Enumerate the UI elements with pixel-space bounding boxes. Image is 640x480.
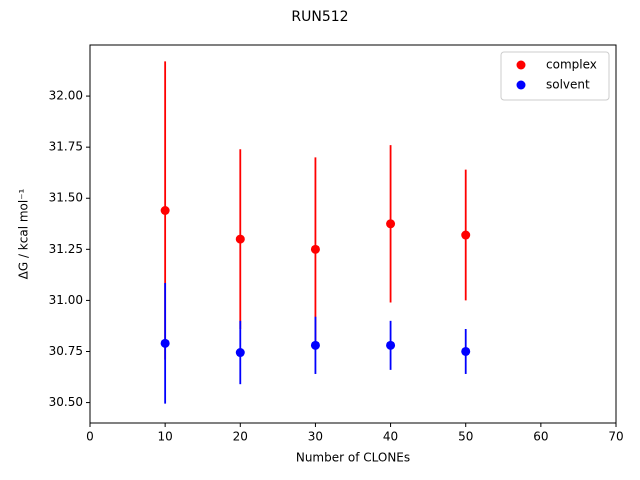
point xyxy=(310,340,320,350)
x-tick-label: 20 xyxy=(233,430,248,444)
y-tick-label: 30.50 xyxy=(49,395,83,409)
point xyxy=(461,346,471,356)
y-axis-label: ΔG / kcal mol⁻¹ xyxy=(17,188,31,279)
point xyxy=(235,348,245,358)
x-tick-label: 40 xyxy=(383,430,398,444)
point xyxy=(386,219,396,229)
x-tick-label: 60 xyxy=(533,430,548,444)
point xyxy=(235,234,245,244)
x-tick-label: 10 xyxy=(158,430,173,444)
y-tick-label: 30.75 xyxy=(49,344,83,358)
point xyxy=(160,206,170,216)
legend-box xyxy=(500,51,610,101)
chart-title: RUN512 xyxy=(291,9,348,25)
point xyxy=(310,244,320,254)
point xyxy=(461,230,471,240)
y-tick-label: 32.00 xyxy=(49,89,83,103)
point xyxy=(386,340,396,350)
plot-frame xyxy=(89,44,617,424)
legend-marker xyxy=(516,80,526,90)
y-tick-label: 31.50 xyxy=(49,191,83,205)
x-tick-label: 30 xyxy=(308,430,323,444)
y-tick-label: 31.25 xyxy=(49,242,83,256)
x-tick-label: 70 xyxy=(608,430,623,444)
x-axis-label: Number of CLONEs xyxy=(296,451,410,465)
legend-label: solvent xyxy=(546,78,590,92)
x-tick-label: 0 xyxy=(86,430,94,444)
point xyxy=(160,338,170,348)
y-tick-label: 31.75 xyxy=(49,140,83,154)
legend-label: complex xyxy=(546,58,597,72)
x-tick-label: 50 xyxy=(458,430,473,444)
legend-marker xyxy=(516,60,526,70)
y-tick-label: 31.00 xyxy=(49,293,83,307)
